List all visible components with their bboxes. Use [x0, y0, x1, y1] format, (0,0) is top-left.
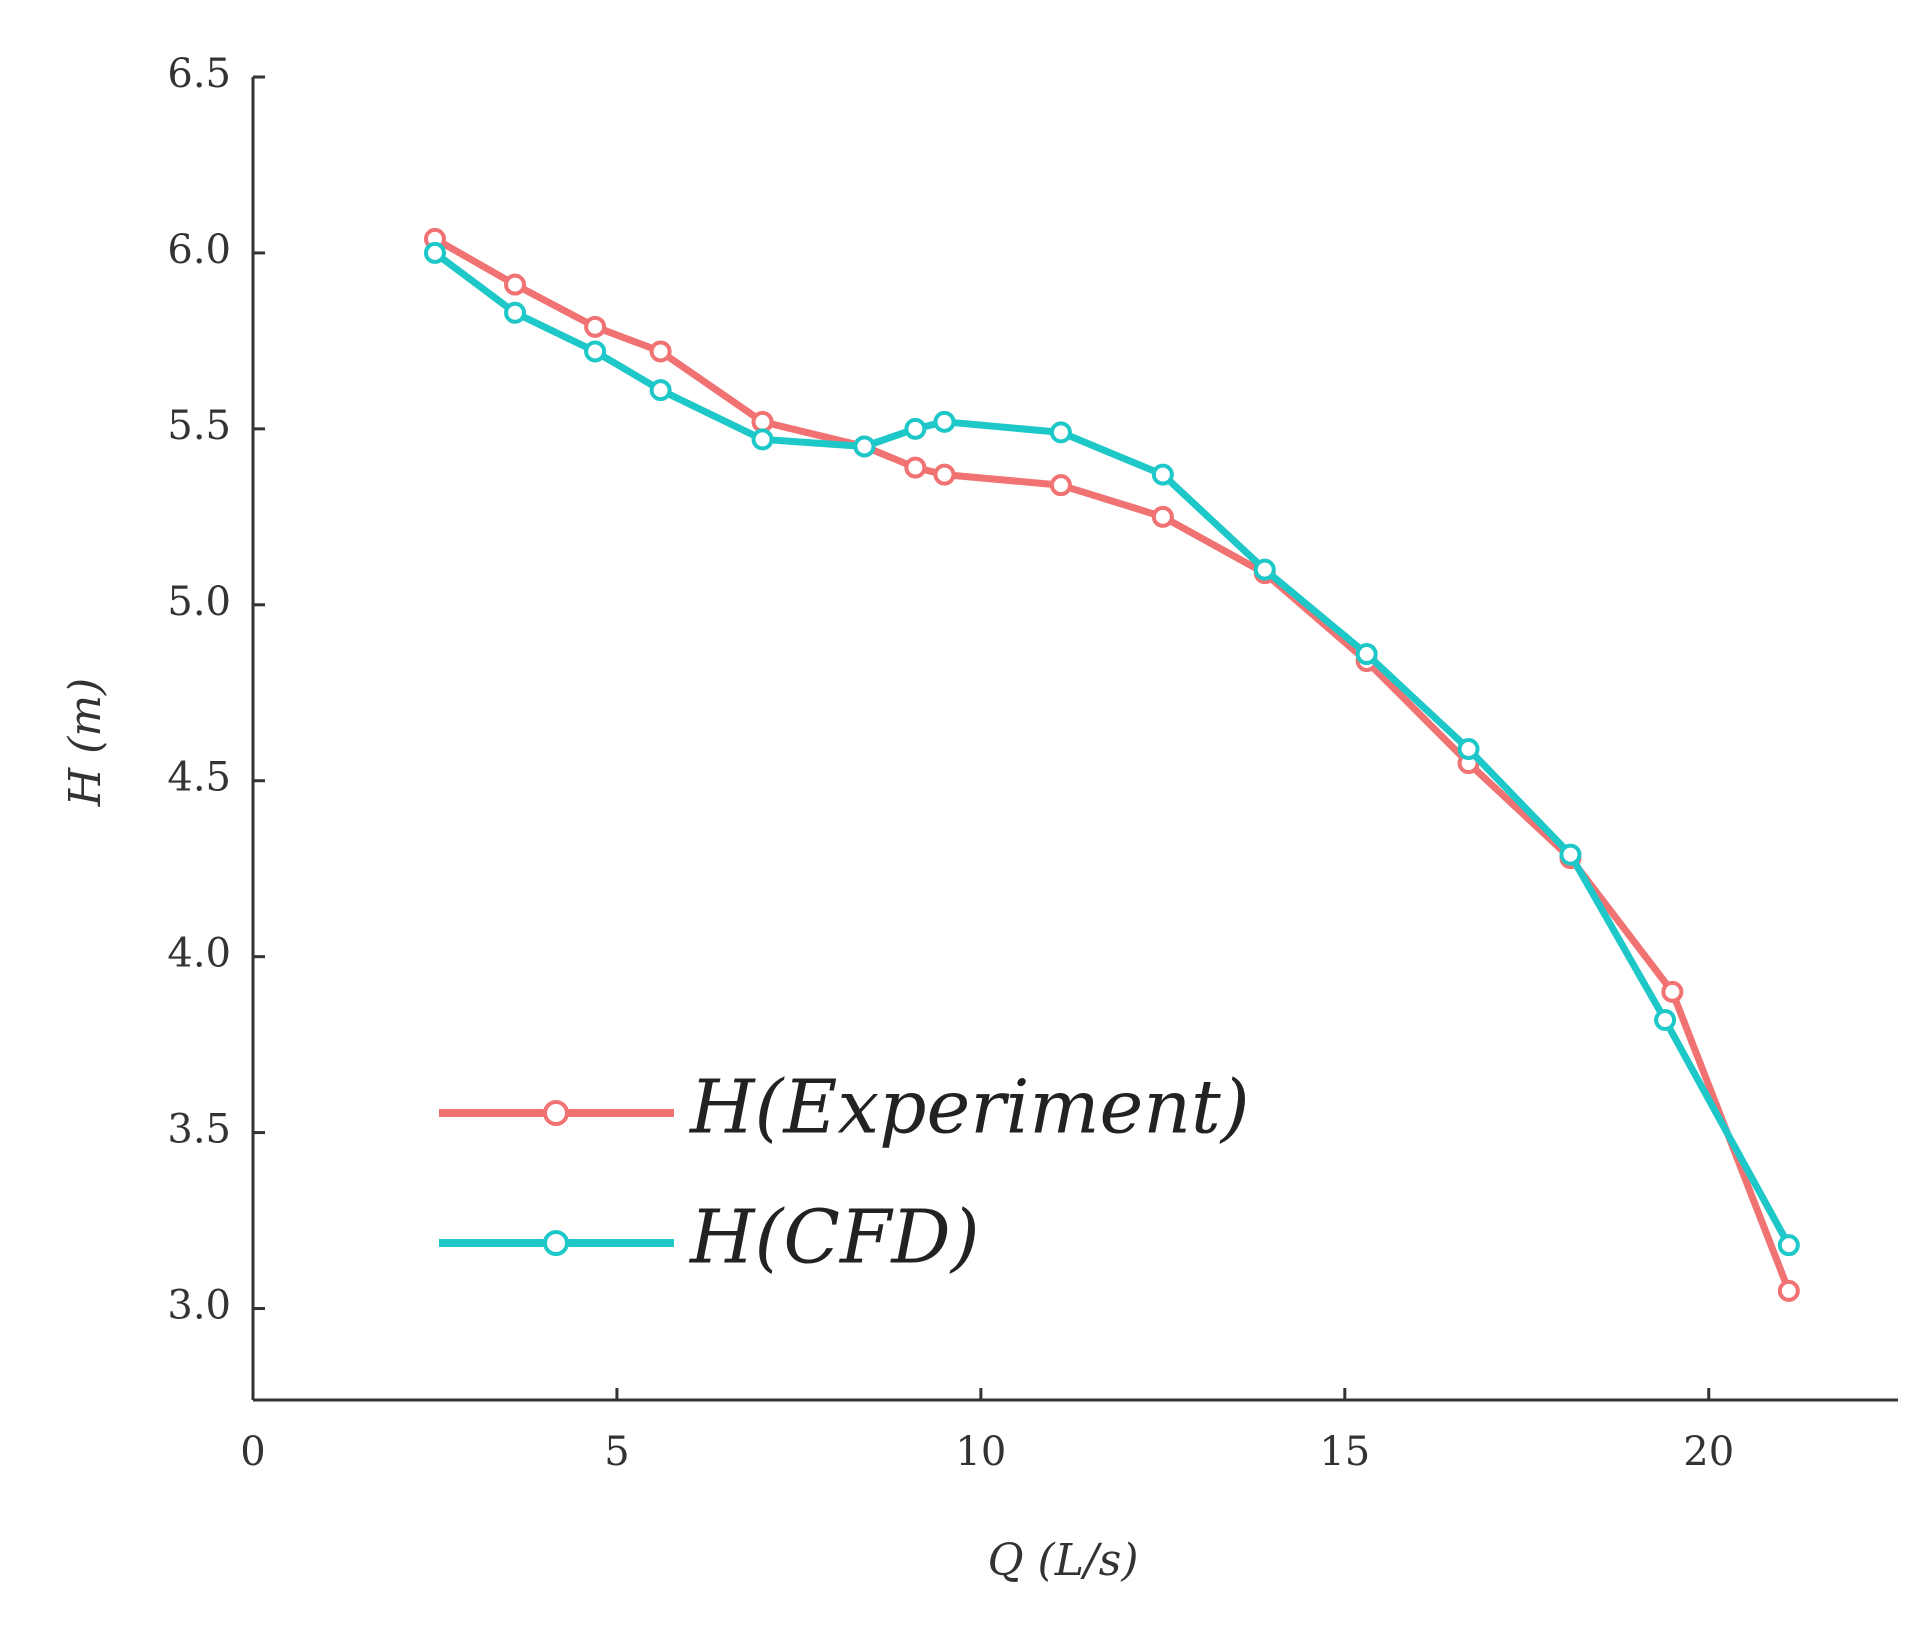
- marker: [751, 410, 774, 433]
- y-tick-label: 3.5: [167, 1107, 231, 1153]
- y-tick-label: 4.5: [167, 755, 231, 801]
- marker: [904, 456, 927, 479]
- marker: [1654, 1008, 1677, 1031]
- marker: [1049, 474, 1072, 497]
- marker: [584, 340, 607, 363]
- marker: [1049, 421, 1072, 444]
- marker: [423, 241, 446, 264]
- x-tick-label: 10: [955, 1429, 1006, 1475]
- marker: [1457, 738, 1480, 761]
- marker: [649, 340, 672, 363]
- y-tick-label: 6.5: [167, 51, 231, 97]
- marker: [504, 273, 527, 296]
- x-tick-label: 0: [240, 1429, 265, 1475]
- series-line: [432, 250, 1792, 1247]
- marker: [649, 379, 672, 402]
- y-tick-label: 6.0: [167, 227, 231, 273]
- marker: [1355, 643, 1378, 666]
- marker: [853, 435, 876, 458]
- y-tick-label: 5.5: [167, 403, 231, 449]
- x-axis-label: Q (L/s): [987, 1535, 1138, 1586]
- marker: [933, 410, 956, 433]
- marker: [904, 417, 927, 440]
- marker: [1559, 843, 1582, 866]
- marker: [1151, 505, 1174, 528]
- legend-label: H(CFD): [688, 1194, 980, 1280]
- marker: [584, 315, 607, 338]
- legend-marker: [543, 1230, 569, 1256]
- marker: [1253, 558, 1276, 581]
- marker: [1777, 1279, 1800, 1302]
- y-axis-label: H (m): [60, 678, 111, 807]
- marker: [1661, 980, 1684, 1003]
- y-tick-label: 5.0: [167, 579, 231, 625]
- marker: [504, 301, 527, 324]
- legend-label: H(Experiment): [688, 1064, 1250, 1150]
- marker: [1151, 463, 1174, 486]
- series-line: [433, 235, 1793, 1293]
- x-tick-label: 20: [1683, 1429, 1734, 1475]
- y-tick-label: 3.0: [167, 1283, 231, 1329]
- x-tick-label: 15: [1319, 1429, 1370, 1475]
- marker: [933, 463, 956, 486]
- x-tick-label: 5: [604, 1429, 629, 1475]
- marker: [1777, 1234, 1800, 1257]
- marker: [751, 428, 774, 451]
- y-tick-label: 4.0: [167, 931, 231, 977]
- legend-marker: [543, 1100, 569, 1126]
